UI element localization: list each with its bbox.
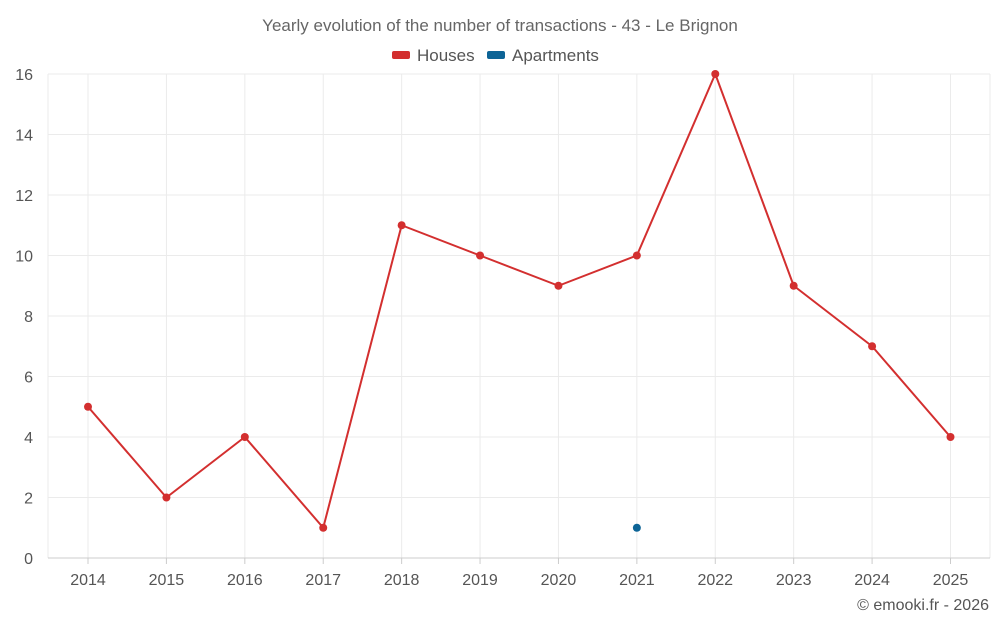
y-tick-label: 12 <box>15 188 33 205</box>
houses-point <box>476 251 485 260</box>
x-tick-label: 2018 <box>384 572 420 589</box>
legend: Houses Apartments <box>392 46 599 65</box>
x-tick-label: 2016 <box>227 572 263 589</box>
legend-swatch-apartments <box>487 51 505 59</box>
y-tick-label: 4 <box>24 430 33 447</box>
y-tick-label: 0 <box>24 551 33 568</box>
x-axis: 2014 2015 2016 2017 2018 2019 2020 2021 2022 2023… <box>48 557 990 589</box>
houses-point <box>946 433 955 441</box>
y-tick-label: 2 <box>24 491 33 508</box>
legend-label-houses: Houses <box>417 46 475 65</box>
apartments-point <box>632 523 641 532</box>
x-tick-label: 2015 <box>149 572 185 589</box>
houses-point <box>84 402 92 411</box>
grid <box>47 73 991 558</box>
houses-point <box>397 221 406 230</box>
series-layer <box>84 70 955 532</box>
credit-text: © emooki.fr - 2026 <box>857 597 989 614</box>
y-tick-label: 14 <box>15 128 33 145</box>
x-tick-label: 2024 <box>854 572 890 589</box>
x-tick-label: 2021 <box>619 572 655 589</box>
houses-line <box>87 73 952 529</box>
x-tick-label: 2023 <box>776 572 812 589</box>
legend-label-apartments: Apartments <box>512 46 599 65</box>
houses-point <box>554 281 563 290</box>
houses-point <box>632 251 641 260</box>
x-tick-label: 2022 <box>697 572 733 589</box>
x-tick-label: 2014 <box>70 572 106 589</box>
houses-point <box>711 70 720 78</box>
houses-point <box>240 433 249 441</box>
y-tick-label: 8 <box>24 309 33 326</box>
x-tick-label: 2019 <box>462 572 498 589</box>
y-tick-label: 6 <box>24 370 33 387</box>
y-tick-label: 10 <box>15 249 33 266</box>
houses-point <box>319 523 328 532</box>
chart-title: Yearly evolution of the number of transa… <box>262 16 738 35</box>
x-tick-label: 2025 <box>933 572 969 589</box>
houses-point <box>162 493 171 502</box>
x-tick-label: 2020 <box>541 572 577 589</box>
legend-swatch-houses <box>392 51 410 59</box>
x-tick-label: 2017 <box>305 572 341 589</box>
houses-point <box>868 342 877 351</box>
houses-point <box>789 281 798 290</box>
y-axis: 0 2 4 6 8 10 12 14 16 <box>15 67 33 568</box>
y-tick-label: 16 <box>15 67 33 84</box>
